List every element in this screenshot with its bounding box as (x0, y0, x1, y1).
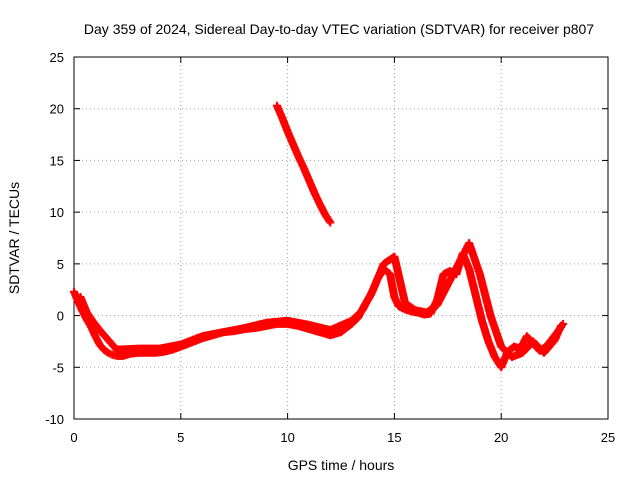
axis-ticks: 0 5 10 15 20 25 -10 -5 0 5 10 15 20 25 (45, 50, 615, 445)
plot-frame (73, 56, 609, 420)
data-point (326, 218, 335, 227)
data-point (557, 321, 566, 330)
x-axis-label: GPS time / hours (288, 457, 395, 473)
x-tick-label: 20 (494, 430, 508, 445)
y-axis-label: SDTVAR / TECUs (6, 182, 22, 294)
x-tick-label: 10 (280, 430, 294, 445)
x-tick-label: 5 (177, 430, 184, 445)
x-tick-label: 0 (70, 430, 77, 445)
y-tick-label: -5 (52, 360, 64, 375)
y-tick-label: 25 (50, 50, 64, 65)
y-tick-label: 20 (50, 102, 64, 117)
grid (74, 57, 608, 419)
x-tick-label: 15 (387, 430, 401, 445)
x-tick-label: 25 (601, 430, 615, 445)
chart-title: Day 359 of 2024, Sidereal Day-to-day VTE… (84, 21, 594, 37)
y-tick-label: -10 (45, 412, 64, 427)
y-tick-label: 0 (57, 309, 64, 324)
y-tick-label: 5 (57, 257, 64, 272)
y-tick-label: 15 (50, 153, 64, 168)
y-tick-label: 10 (50, 205, 64, 220)
data-points (70, 101, 568, 372)
